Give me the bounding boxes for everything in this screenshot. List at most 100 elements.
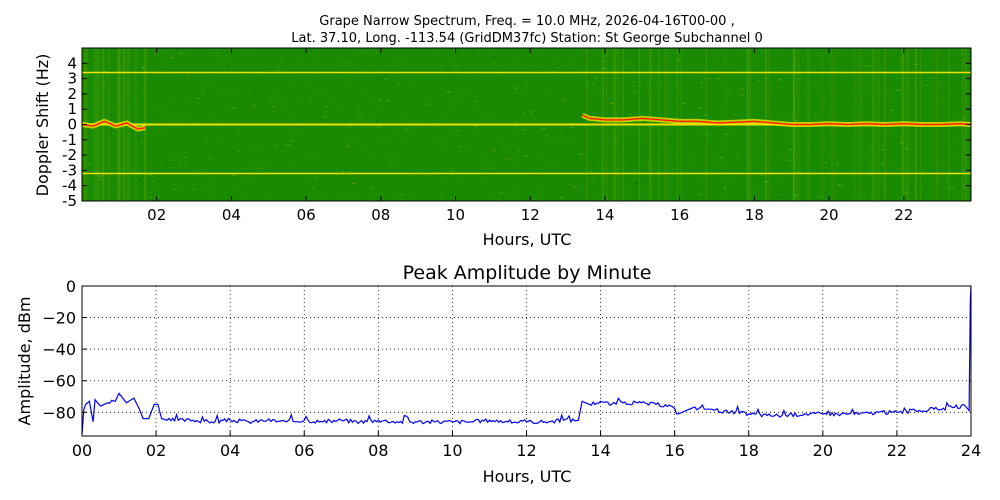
- spectrogram-noise-speck: [601, 176, 606, 178]
- spectrogram-noise-speck: [96, 168, 100, 170]
- spectrogram-noise-speck: [909, 157, 912, 159]
- spectrogram-noise-speck: [667, 136, 671, 137]
- spectrogram-noise-speck: [310, 100, 313, 102]
- spectrogram-noise-speck: [873, 135, 876, 137]
- amplitude-y-ticks: 0 −20 −40 −60 −80: [42, 277, 87, 422]
- spectrogram-noise-speck: [401, 194, 404, 196]
- spectrogram-noise-speck: [165, 160, 169, 162]
- spectrogram-noise-speck: [946, 179, 948, 181]
- spectrogram-noise-speck: [448, 95, 453, 97]
- spectrogram-noise-speck: [108, 114, 112, 115]
- spectrogram-noise-speck: [887, 128, 890, 130]
- spectrogram-noise-speck: [449, 170, 453, 172]
- spectrogram-noise-speck: [386, 100, 390, 101]
- spectrogram-noise-speck: [866, 158, 868, 160]
- spectrogram-noise-speck: [190, 97, 192, 99]
- spectrogram-noise-speck: [141, 67, 144, 69]
- spectrogram-noise-speck: [739, 88, 741, 90]
- spectrogram-noise-speck: [444, 113, 448, 115]
- spectrogram-noise-speck: [763, 179, 768, 181]
- spectrogram-noise-speck: [244, 168, 247, 170]
- spectrogram-noise-speck: [440, 148, 445, 150]
- spectrogram-noise-speck: [348, 126, 350, 128]
- spectrogram-noise-speck: [430, 101, 432, 103]
- spectrogram-noise-speck: [169, 159, 171, 161]
- spectrogram-noise-speck: [900, 73, 903, 75]
- spectrogram-noise-speck: [113, 130, 116, 132]
- spectrogram-noise-speck: [788, 103, 792, 105]
- spectrogram-noise-speck: [122, 127, 126, 129]
- spectrogram-noise-speck: [700, 128, 704, 130]
- spectrogram-noise-speck: [96, 170, 101, 172]
- spectrogram-noise-speck: [628, 130, 630, 132]
- spectrogram-noise-speck: [82, 116, 86, 118]
- spectrogram-noise-speck: [603, 197, 605, 199]
- spectrogram-noise-speck: [466, 91, 470, 93]
- spectrogram-noise-speck: [775, 80, 777, 82]
- spectrogram-noise-speck: [264, 165, 268, 167]
- spectrogram-x-tick-label: 18: [745, 206, 764, 224]
- spectrogram-noise-speck: [83, 72, 85, 74]
- spectrogram-noise-speck: [905, 57, 907, 59]
- spectrogram-trace-line: [82, 120, 146, 130]
- spectrogram-noise-speck: [349, 170, 353, 172]
- spectrogram-noise-speck: [119, 187, 124, 189]
- spectrogram-noise-speck: [790, 57, 794, 59]
- spectrogram-noise-speck: [98, 75, 101, 77]
- spectrogram-noise-speck: [489, 48, 493, 50]
- spectrogram-noise-speck: [240, 75, 245, 77]
- spectrogram-noise-speck: [529, 111, 534, 113]
- spectrogram-noise-speck: [357, 110, 361, 112]
- spectrogram-noise-speck: [128, 182, 130, 184]
- spectrogram-noise-speck: [288, 131, 291, 133]
- spectrogram-noise-speck: [820, 177, 822, 178]
- spectrogram-noise-speck: [375, 52, 378, 54]
- spectrogram-noise-speck: [715, 68, 720, 69]
- spectrogram-noise-speck: [900, 142, 904, 144]
- spectrogram-noise-speck: [230, 90, 234, 92]
- spectrogram-noise-speck: [565, 125, 569, 127]
- spectrogram-noise-speck: [142, 107, 146, 109]
- spectrogram-noise-speck: [323, 116, 327, 118]
- spectrogram-noise-speck: [239, 177, 242, 179]
- spectrogram-noise-speck: [408, 80, 410, 81]
- spectrogram-noise-speck: [864, 95, 866, 97]
- spectrogram-noise-speck: [88, 179, 93, 181]
- spectrogram-noise-speck: [298, 95, 300, 97]
- spectrogram-noise-speck: [798, 171, 801, 173]
- spectrogram-noise-speck: [850, 121, 854, 123]
- spectrogram-noise-speck: [154, 48, 156, 50]
- spectrogram-noise-speck: [798, 78, 802, 80]
- spectrogram-noise-speck: [154, 52, 158, 54]
- spectrogram-noise-speck: [341, 193, 345, 195]
- spectrogram-noise-speck: [779, 67, 783, 69]
- spectrogram-noise-speck: [899, 194, 901, 196]
- spectrogram-noise-speck: [282, 98, 284, 100]
- amplitude-x-label: Hours, UTC: [483, 467, 572, 486]
- spectrogram-noise-speck: [560, 141, 562, 143]
- spectrogram-noise-speck: [334, 174, 338, 176]
- spectrogram-noise-speck: [907, 148, 909, 150]
- spectrogram-noise-speck: [207, 105, 212, 107]
- spectrogram-noise-speck: [727, 99, 729, 101]
- spectrogram-noise-speck: [609, 102, 614, 104]
- spectrogram-noise-speck: [258, 167, 260, 169]
- spectrogram-noise-speck: [523, 129, 527, 131]
- spectrogram-noise-speck: [496, 74, 500, 76]
- spectrogram-noise-speck: [451, 93, 455, 95]
- spectrogram-noise-speck: [295, 117, 297, 119]
- spectrogram-noise-speck: [540, 158, 543, 160]
- spectrogram-noise-speck: [216, 55, 221, 57]
- spectrogram-noise-speck: [492, 57, 496, 59]
- spectrogram-noise-speck: [597, 139, 600, 141]
- spectrogram-noise-speck: [643, 70, 646, 72]
- spectrogram-noise-speck: [187, 77, 190, 79]
- spectrogram-noise-speck: [533, 175, 536, 177]
- spectrogram-noise-speck: [876, 94, 880, 96]
- spectrogram-noise-speck: [648, 161, 650, 163]
- spectrogram-noise-speck: [632, 69, 634, 71]
- spectrogram-noise-speck: [462, 48, 465, 50]
- spectrogram-noise-speck: [178, 166, 182, 168]
- spectrogram-noise-speck: [253, 175, 255, 177]
- spectrogram-noise-speck: [589, 171, 592, 173]
